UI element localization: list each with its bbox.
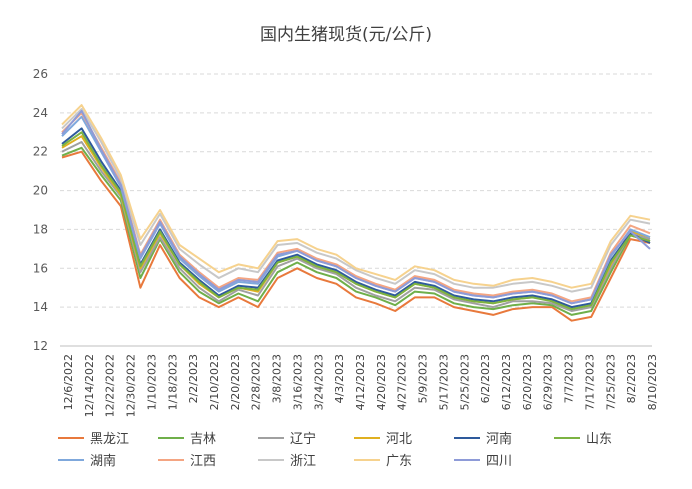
- legend-swatch: [158, 458, 184, 461]
- legend-label: 辽宁: [290, 432, 317, 447]
- legend-item: 吉林: [158, 428, 216, 447]
- legend-label: 河南: [486, 432, 513, 447]
- x-tick-label: 2/20/2023: [229, 354, 242, 410]
- series-line-7: [61, 111, 651, 303]
- legend-item: 河南: [454, 428, 512, 447]
- x-tick-label: 12/30/2022: [125, 354, 138, 417]
- x-tick-label: 4/3/2023: [333, 354, 346, 403]
- x-tick-label: 2/10/2023: [208, 354, 221, 410]
- series-line-2: [61, 141, 651, 312]
- legend-swatch: [158, 436, 184, 439]
- legend-swatch: [354, 458, 380, 461]
- x-tick-label: 8/10/2023: [646, 354, 659, 410]
- legend-label: 黑龙江: [90, 432, 130, 447]
- legend-item: 河北: [354, 428, 412, 447]
- x-tick-label: 3/16/2023: [291, 354, 304, 410]
- legend-label: 河北: [386, 432, 413, 447]
- x-tick-label: 8/2/2023: [625, 354, 638, 403]
- legend-item: 广东: [354, 450, 412, 469]
- x-tick-label: 12/22/2022: [104, 354, 117, 417]
- legend-item: 江西: [158, 450, 216, 469]
- x-tick-label: 4/20/2023: [375, 354, 388, 410]
- legend-swatch: [354, 436, 380, 439]
- legend-label: 浙江: [290, 454, 317, 469]
- series-lines: [61, 104, 651, 322]
- x-tick-label: 6/2/2023: [479, 354, 492, 403]
- x-tick-label: 6/12/2023: [500, 354, 513, 410]
- legend-label: 江西: [190, 454, 217, 469]
- legend-label: 山东: [586, 432, 613, 447]
- y-tick-label: 22: [33, 145, 48, 159]
- y-tick-label: 18: [33, 222, 48, 236]
- x-tick-label: 1/10/2023: [145, 354, 158, 410]
- x-tick-label: 2/28/2023: [250, 354, 263, 410]
- x-tick-label: 6/20/2023: [521, 354, 534, 410]
- legend-swatch: [454, 458, 480, 461]
- legend-swatch: [454, 436, 480, 439]
- series-line-10: [61, 109, 651, 305]
- legend-swatch: [58, 458, 84, 461]
- y-tick-label: 12: [33, 339, 48, 353]
- y-tick-label: 14: [33, 300, 48, 314]
- y-axis: 12 14 16 18 20 22 24 26: [33, 67, 48, 353]
- series-line-9: [61, 104, 651, 289]
- series-line-1: [61, 146, 651, 316]
- x-tick-label: 3/8/2023: [271, 354, 284, 403]
- x-tick-label: 4/27/2023: [396, 354, 409, 410]
- x-tick-label: 5/9/2023: [417, 354, 430, 403]
- series-line-4: [61, 127, 651, 309]
- legend-swatch: [258, 436, 284, 439]
- legend-item: 湖南: [58, 450, 116, 469]
- chart-title: 国内生猪现货(元/公斤): [260, 25, 432, 45]
- legend-item: 山东: [554, 428, 612, 447]
- y-tick-label: 16: [33, 261, 48, 275]
- series-line-8: [61, 108, 651, 293]
- x-tick-label: 1/18/2023: [166, 354, 179, 410]
- legend-label: 湖南: [90, 454, 117, 469]
- legend-label: 广东: [386, 454, 413, 469]
- legend-item: 辽宁: [258, 428, 316, 447]
- legend-item: 浙江: [258, 450, 316, 469]
- y-tick-label: 24: [33, 106, 48, 120]
- legend-swatch: [554, 436, 580, 439]
- legend-swatch: [58, 436, 84, 439]
- legend-label: 四川: [486, 454, 513, 469]
- x-tick-label: 6/29/2023: [542, 354, 555, 410]
- x-tick-label: 12/14/2022: [83, 354, 96, 417]
- x-tick-label: 7/25/2023: [604, 354, 617, 410]
- x-tick-label: 7/7/2023: [563, 354, 576, 403]
- legend-label: 吉林: [190, 432, 217, 447]
- series-line-5: [61, 131, 651, 311]
- y-tick-label: 20: [33, 184, 48, 198]
- x-axis: 12/6/2022 12/14/2022 12/22/2022 12/30/2022 1…: [62, 354, 659, 417]
- x-tick-label: 2/2/2023: [187, 354, 200, 403]
- x-tick-label: 5/25/2023: [458, 354, 471, 410]
- x-tick-label: 7/17/2023: [583, 354, 596, 410]
- y-tick-label: 26: [33, 67, 48, 81]
- x-tick-label: 3/24/2023: [312, 354, 325, 410]
- series-line-0: [61, 150, 651, 322]
- legend-swatch: [258, 458, 284, 461]
- x-tick-label: 12/6/2022: [62, 354, 75, 410]
- x-tick-label: 5/17/2023: [437, 354, 450, 410]
- legend-item: 四川: [454, 450, 512, 469]
- x-tick-label: 4/12/2023: [354, 354, 367, 410]
- legend-item: 黑龙江: [58, 428, 129, 447]
